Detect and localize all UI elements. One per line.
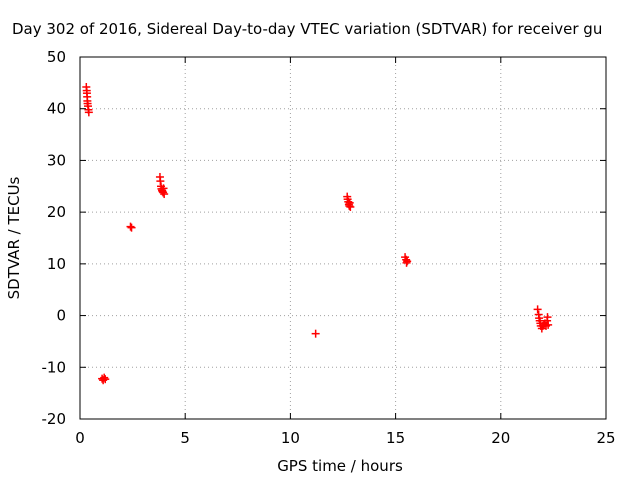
x-axis-label: GPS time / hours bbox=[277, 457, 403, 475]
data-point bbox=[84, 108, 93, 117]
y-axis-label: SDTVAR / TECUs bbox=[5, 176, 23, 299]
data-points bbox=[82, 82, 553, 385]
data-point bbox=[346, 202, 355, 211]
data-point bbox=[127, 223, 136, 232]
data-point bbox=[101, 375, 110, 384]
data-point bbox=[160, 190, 169, 199]
x-tick-label: 0 bbox=[75, 429, 85, 447]
x-tick-label: 10 bbox=[281, 429, 300, 447]
y-tick-label: 40 bbox=[47, 100, 66, 118]
y-tick-label: 0 bbox=[56, 307, 66, 325]
data-point bbox=[533, 305, 542, 314]
x-tick-label: 15 bbox=[386, 429, 405, 447]
y-axis-ticks: -20 -10 0 10 20 30 40 50 bbox=[42, 48, 606, 428]
data-point bbox=[100, 373, 109, 382]
y-tick-label: 30 bbox=[47, 151, 66, 169]
y-tick-label: -20 bbox=[42, 410, 67, 428]
y-tick-label: 20 bbox=[47, 203, 66, 221]
grid-lines bbox=[80, 57, 606, 419]
data-point bbox=[544, 320, 553, 329]
chart-title: Day 302 of 2016, Sidereal Day-to-day VTE… bbox=[12, 20, 602, 38]
y-tick-label: -10 bbox=[42, 358, 67, 376]
plot-frame bbox=[79, 56, 607, 420]
data-point bbox=[543, 313, 552, 322]
x-tick-label: 5 bbox=[180, 429, 190, 447]
x-axis-ticks: 0 5 10 15 20 25 bbox=[75, 57, 616, 447]
data-point bbox=[126, 222, 135, 231]
data-point bbox=[311, 329, 320, 338]
y-tick-label: 50 bbox=[47, 48, 66, 66]
y-tick-label: 10 bbox=[47, 255, 66, 273]
x-tick-label: 20 bbox=[491, 429, 510, 447]
data-point bbox=[402, 258, 411, 267]
x-tick-label: 25 bbox=[596, 429, 615, 447]
